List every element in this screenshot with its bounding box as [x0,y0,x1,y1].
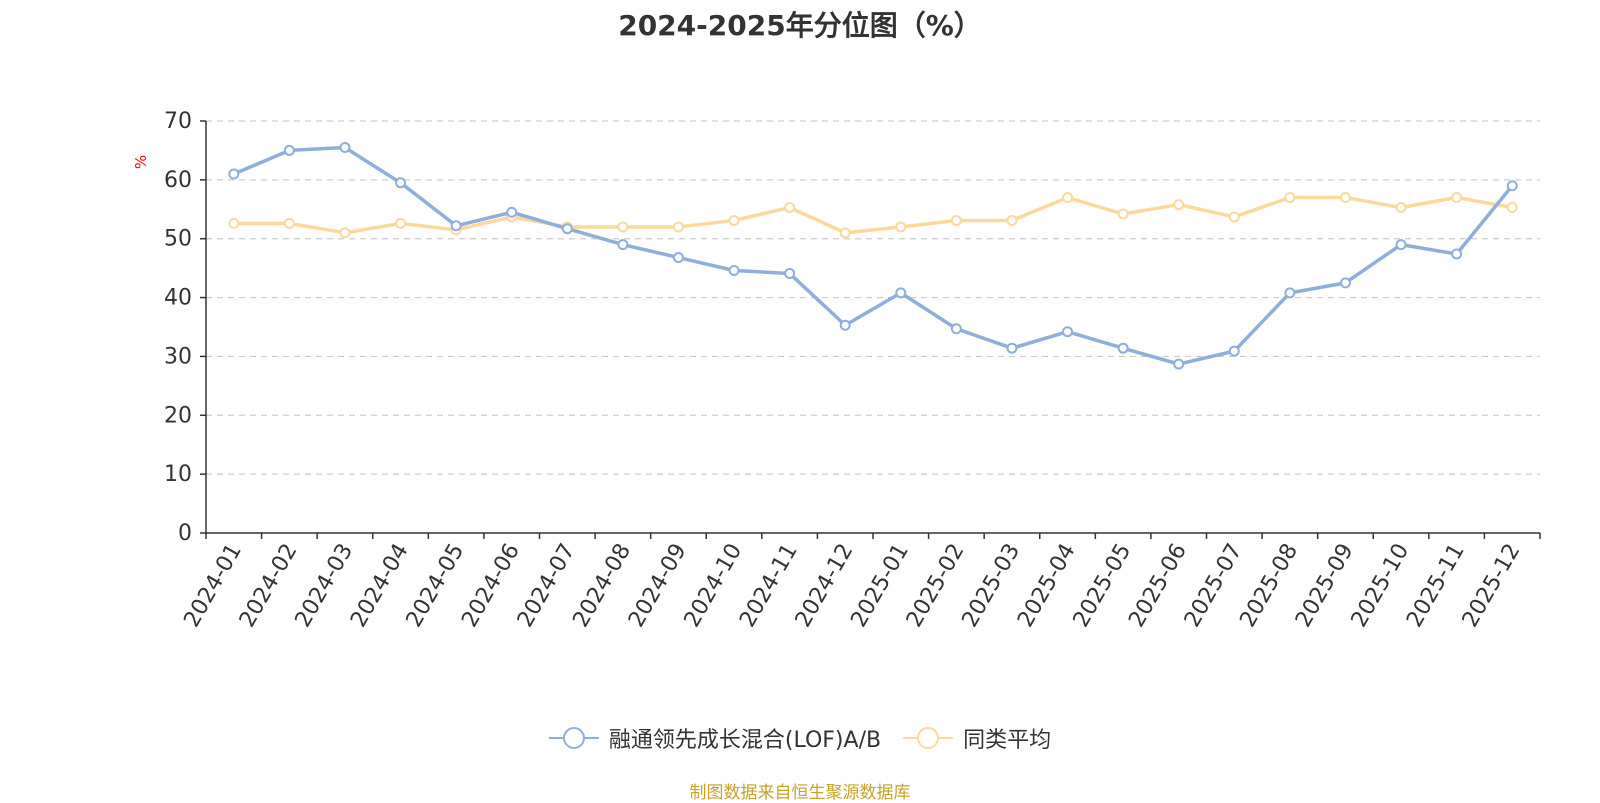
data-point[interactable] [617,239,629,251]
y-axis-label: % [132,155,150,169]
data-point[interactable] [1117,208,1129,220]
y-tick-label: 10 [164,462,192,487]
data-point[interactable] [1284,287,1296,299]
data-point[interactable] [283,217,295,229]
data-point[interactable] [895,287,907,299]
data-point[interactable] [339,141,351,153]
legend-line-circle-icon [548,727,599,749]
series-line-1 [233,195,1513,235]
legend-label-average: 同类平均 [963,728,1052,753]
x-axis: 2024-012024-022024-032024-042024-052024-… [179,532,1541,632]
data-point[interactable] [561,223,573,235]
data-point[interactable] [1173,199,1185,211]
data-point[interactable] [672,252,684,264]
y-tick-label: 20 [164,403,192,428]
data-point[interactable] [1117,342,1129,354]
data-point[interactable] [839,319,851,331]
series-line-0 [233,145,1514,366]
data-point[interactable] [1506,202,1518,214]
data-point[interactable] [1451,192,1463,204]
y-axis: 0 10 20 30 40 50 60 70 [164,109,207,546]
data-point[interactable] [506,206,518,218]
data-point[interactable] [1395,202,1407,214]
data-point[interactable] [1062,326,1074,338]
data-point[interactable] [1173,358,1185,370]
data-point[interactable] [228,168,240,180]
data-point[interactable] [1339,192,1351,204]
data-point[interactable] [1395,239,1407,251]
data-point[interactable] [1506,180,1518,192]
data-point[interactable] [672,221,684,233]
data-point[interactable] [784,202,796,214]
grid-lines [206,120,1540,475]
data-point[interactable] [1228,211,1240,223]
legend-item-average[interactable]: 同类平均 [903,722,1051,754]
data-point[interactable] [395,177,407,189]
data-point[interactable] [1451,248,1463,260]
y-tick-label: 30 [164,344,192,369]
data-point[interactable] [450,220,462,232]
data-point[interactable] [1228,345,1240,357]
y-tick-label: 60 [164,168,192,193]
data-point[interactable] [1339,277,1351,289]
data-point[interactable] [1006,342,1018,354]
y-tick-label: 0 [178,521,192,546]
series-layer [228,141,1518,370]
data-point[interactable] [950,323,962,335]
chart-title: 2024-2025年分位图（%） [618,9,982,42]
legend-item-fund[interactable]: 融通领先成长混合(LOF)A/B [548,722,882,754]
data-point[interactable] [339,227,351,239]
data-point[interactable] [1284,192,1296,204]
data-point[interactable] [228,217,240,229]
y-tick-label: 40 [164,286,192,311]
source-note: 制图数据来自恒生聚源数据库 [689,783,911,803]
data-point[interactable] [784,267,796,279]
data-point[interactable] [839,227,851,239]
data-point[interactable] [950,214,962,226]
data-point[interactable] [617,221,629,233]
data-point[interactable] [728,264,740,276]
data-point[interactable] [728,214,740,226]
data-point[interactable] [395,217,407,229]
data-point[interactable] [1006,214,1018,226]
data-point[interactable] [283,144,295,156]
y-tick-label: 50 [164,227,192,252]
data-point[interactable] [1062,192,1074,204]
y-tick-label: 70 [164,109,192,134]
legend-label-fund: 融通领先成长混合(LOF)A/B [608,728,882,753]
legend: 融通领先成长混合(LOF)A/B 同类平均 [0,722,1600,754]
data-point[interactable] [895,221,907,233]
legend-line-circle-icon [903,727,954,749]
